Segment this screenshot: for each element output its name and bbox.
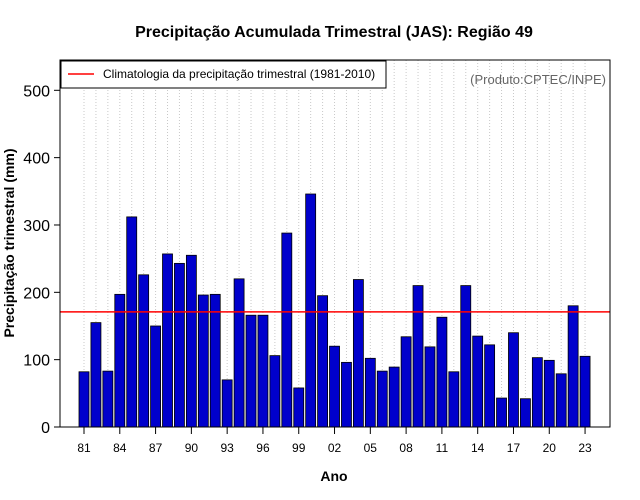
legend: Climatologia da precipitação trimestral … xyxy=(60,60,387,89)
bar-1989 xyxy=(174,262,185,428)
bar-2005 xyxy=(364,357,376,428)
bar-1994 xyxy=(233,278,245,428)
x-axis-label: Ano xyxy=(320,468,347,484)
x-tick-label-81: 81 xyxy=(77,441,91,455)
bar-2010 xyxy=(424,346,436,428)
bar-2007 xyxy=(388,366,400,428)
bar-2015 xyxy=(484,344,496,428)
x-tick-label-96: 96 xyxy=(256,441,270,455)
x-axis: 81 84 87 90 93 96 99 02 05 08 11 14 17 20 23 xyxy=(77,427,592,455)
bar-2006 xyxy=(376,370,388,428)
bar-2016 xyxy=(496,397,507,428)
bar-2022 xyxy=(567,305,579,428)
bar-2009 xyxy=(412,285,424,428)
bar-2003 xyxy=(341,361,352,428)
x-tick-label-90: 90 xyxy=(185,441,199,455)
x-tick-label-11: 11 xyxy=(436,441,449,455)
x-tick-label-93: 93 xyxy=(220,441,234,455)
y-tick-label-200: 200 xyxy=(23,285,50,302)
bar-2020 xyxy=(543,359,555,428)
y-tick-label-100: 100 xyxy=(23,353,50,370)
bar-1999 xyxy=(293,387,305,428)
bar-2013 xyxy=(460,285,472,428)
bar-2023 xyxy=(579,355,591,428)
bar-2017 xyxy=(508,332,519,428)
bar-2014 xyxy=(472,335,484,428)
bar-2019 xyxy=(531,357,543,428)
y-tick-label-0: 0 xyxy=(41,420,50,437)
x-tick-label-08: 08 xyxy=(399,441,413,455)
x-tick-label-23: 23 xyxy=(578,441,592,455)
x-tick-label-87: 87 xyxy=(149,441,163,455)
bar-2021 xyxy=(555,373,567,428)
bar-1996 xyxy=(257,314,269,428)
x-tick-label-14: 14 xyxy=(471,441,485,455)
y-tick-label-300: 300 xyxy=(23,218,50,235)
bar-2008 xyxy=(400,336,412,428)
x-tick-label-02: 02 xyxy=(328,441,342,455)
y-tick-label-400: 400 xyxy=(23,151,50,168)
bar-2018 xyxy=(520,398,531,428)
bar-1992 xyxy=(209,293,221,428)
bar-1981 xyxy=(78,371,90,428)
bar-1983 xyxy=(102,370,114,428)
bar-2001 xyxy=(317,295,329,428)
credit-text: (Produto:CPTEC/INPE) xyxy=(470,72,606,87)
grid-lines xyxy=(83,60,586,427)
y-tick-label-500: 500 xyxy=(23,83,50,100)
x-tick-label-05: 05 xyxy=(364,441,378,455)
y-axis: 0 100 200 300 400 500 xyxy=(23,83,60,437)
bar-1993 xyxy=(221,379,233,428)
bar-2002 xyxy=(329,345,340,428)
bar-1988 xyxy=(162,253,173,428)
chart-title: Precipitação Acumulada Trimestral (JAS):… xyxy=(135,24,533,41)
y-axis-label: Precipitação trimestral (mm) xyxy=(1,148,17,337)
x-tick-label-84: 84 xyxy=(113,441,127,455)
bar-1990 xyxy=(185,254,197,428)
bar-2000 xyxy=(305,193,317,428)
bar-2004 xyxy=(352,279,364,428)
bar-1995 xyxy=(245,314,257,428)
bar-1984 xyxy=(114,293,126,428)
bar-1998 xyxy=(281,232,293,428)
bar-1991 xyxy=(197,294,209,428)
x-tick-label-99: 99 xyxy=(292,441,306,455)
bar-2012 xyxy=(448,371,460,428)
bars xyxy=(78,193,591,428)
legend-label: Climatologia da precipitação trimestral … xyxy=(103,67,375,81)
x-tick-label-17: 17 xyxy=(507,441,521,455)
bar-1985 xyxy=(126,216,138,428)
bar-1986 xyxy=(138,274,150,428)
bar-2011 xyxy=(436,316,448,428)
legend-box xyxy=(60,60,387,89)
bar-1997 xyxy=(269,355,281,428)
bar-1982 xyxy=(90,322,102,428)
x-tick-label-20: 20 xyxy=(543,441,557,455)
bar-1987 xyxy=(150,325,161,428)
